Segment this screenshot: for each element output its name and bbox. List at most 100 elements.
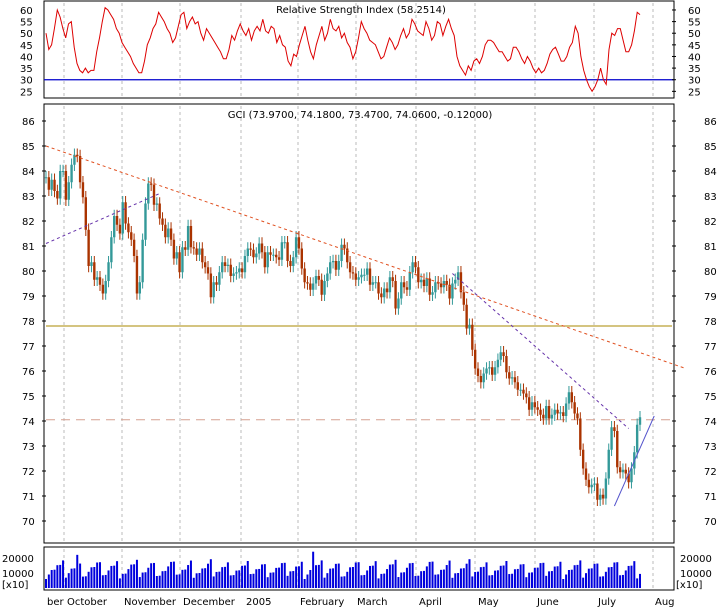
candle-body bbox=[405, 287, 409, 290]
candle-body bbox=[459, 272, 463, 293]
volume-bar bbox=[516, 568, 519, 588]
volume-bar bbox=[621, 574, 624, 588]
candle-body bbox=[635, 424, 639, 453]
price-tick-label-right: 83 bbox=[704, 192, 717, 203]
candle-body bbox=[198, 248, 201, 255]
volume-bar bbox=[207, 563, 209, 588]
volume-bar bbox=[147, 567, 150, 588]
candle-body bbox=[76, 154, 79, 156]
candle-body bbox=[454, 279, 457, 284]
volume-bar bbox=[633, 561, 636, 588]
candle-body bbox=[135, 256, 139, 294]
volume-bar bbox=[494, 570, 497, 588]
volume-bar bbox=[312, 551, 315, 588]
candle-body bbox=[411, 262, 414, 273]
price-tick-label-left: 74 bbox=[22, 417, 35, 428]
volume-bar bbox=[525, 577, 528, 588]
candle-body bbox=[374, 282, 377, 284]
volume-bar bbox=[141, 572, 144, 588]
candle-body bbox=[238, 268, 241, 273]
candle-body bbox=[485, 368, 488, 374]
price-tick-label-left: 70 bbox=[22, 517, 35, 528]
volume-bar bbox=[550, 571, 553, 588]
price-tick-label-left: 80 bbox=[22, 267, 35, 278]
volume-bar bbox=[593, 563, 596, 588]
volume-bar bbox=[224, 566, 227, 588]
price-tick-label-right: 78 bbox=[704, 317, 717, 328]
candle-body bbox=[113, 216, 116, 238]
volume-bar bbox=[431, 561, 434, 588]
volume-bar bbox=[110, 565, 113, 588]
volume-bar bbox=[371, 565, 374, 588]
volume-bar bbox=[471, 576, 474, 588]
volume-bar bbox=[241, 565, 244, 588]
rsi-tick-label-right: 30 bbox=[688, 76, 701, 87]
candle-body bbox=[61, 171, 65, 172]
volume-bar bbox=[380, 573, 383, 588]
volume-bar bbox=[343, 576, 346, 588]
candle-body bbox=[473, 349, 477, 369]
candle-body bbox=[593, 483, 596, 485]
candle-body bbox=[422, 279, 426, 286]
candle-body bbox=[445, 281, 448, 285]
volume-bar bbox=[45, 579, 47, 588]
volume-bar bbox=[508, 574, 511, 588]
volume-bar bbox=[539, 563, 542, 588]
volume-bar bbox=[56, 565, 59, 588]
candle-body bbox=[277, 257, 281, 260]
volume-bar bbox=[448, 560, 451, 588]
candle-body bbox=[175, 252, 178, 259]
volume-bar bbox=[135, 559, 138, 588]
candle-body bbox=[519, 389, 522, 391]
candle-body bbox=[638, 417, 642, 425]
candle-body bbox=[482, 373, 485, 383]
volume-bar bbox=[195, 573, 198, 588]
candle-body bbox=[292, 257, 295, 266]
volume-bar bbox=[138, 577, 141, 588]
rsi-tick-label-right: 35 bbox=[688, 64, 701, 75]
candle-body bbox=[232, 273, 235, 276]
volume-bar bbox=[383, 573, 386, 588]
candle-body bbox=[309, 283, 312, 290]
volume-bar bbox=[130, 564, 133, 588]
volume-bar bbox=[499, 565, 502, 588]
candle-body bbox=[81, 182, 85, 198]
candle-body bbox=[303, 268, 306, 283]
volume-bar bbox=[50, 570, 53, 588]
volume-bar bbox=[229, 575, 232, 588]
volume-tick-label-left: 20000 bbox=[2, 554, 34, 565]
trendline-3 bbox=[613, 415, 655, 507]
candle-body bbox=[465, 304, 468, 329]
volume-bar bbox=[81, 576, 84, 588]
volume-bar bbox=[47, 574, 50, 588]
candle-body bbox=[44, 177, 48, 179]
rsi-tick-label-left: 50 bbox=[20, 29, 33, 40]
candle-body bbox=[590, 484, 593, 488]
candle-body bbox=[246, 248, 249, 256]
candle-body bbox=[144, 203, 147, 240]
volume-bar bbox=[297, 566, 300, 588]
price-tick-label-left: 76 bbox=[22, 367, 35, 378]
candle-body bbox=[152, 184, 156, 205]
volume-bar bbox=[536, 567, 539, 588]
volume-bar bbox=[133, 564, 136, 588]
candle-body bbox=[158, 203, 161, 219]
volume-bar bbox=[175, 574, 178, 588]
volume-panel bbox=[43, 546, 675, 591]
price-tick-label-right: 77 bbox=[704, 342, 717, 353]
candle-body bbox=[601, 494, 605, 499]
volume-bar bbox=[360, 575, 363, 588]
volume-tick-label-right: 20000 bbox=[680, 554, 712, 565]
candle-body bbox=[326, 273, 329, 281]
price-tick-label-right: 80 bbox=[704, 267, 717, 278]
candle-body bbox=[249, 248, 252, 250]
volume-bar bbox=[442, 569, 445, 588]
candle-body bbox=[448, 284, 451, 299]
candle-body bbox=[130, 232, 133, 240]
volume-bar bbox=[118, 578, 121, 588]
volume-bar bbox=[334, 563, 337, 588]
volume-bar bbox=[607, 567, 610, 588]
price-tick-label-right: 86 bbox=[704, 117, 717, 128]
candle-body bbox=[539, 409, 542, 415]
price-title: GCI (73.9700, 74.1800, 73.4700, 74.0600,… bbox=[228, 110, 493, 121]
